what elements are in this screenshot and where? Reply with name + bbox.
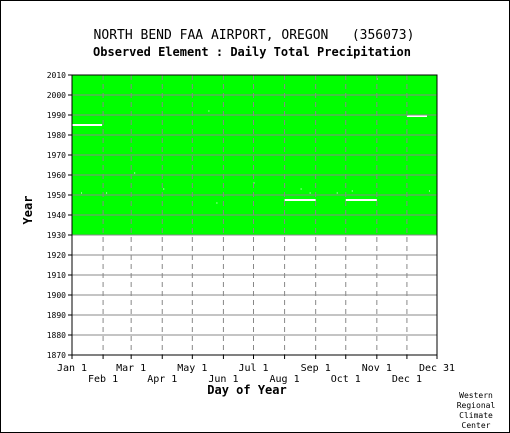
y-tick-label: 2010	[47, 71, 66, 80]
y-tick-label: 1930	[47, 231, 66, 240]
x-tick-label: Feb 1	[88, 374, 118, 385]
x-tick-label: Dec 31	[419, 363, 455, 374]
y-tick-label: 1940	[47, 211, 66, 220]
y-tick-label: 1950	[47, 191, 66, 200]
missing-day	[81, 192, 83, 194]
credit-line-1: Western	[459, 391, 493, 400]
missing-period	[345, 199, 377, 201]
y-axis-ticks: 1870 1880 1890 1900 1910 1920 1930 1940 1950 1960…	[47, 71, 72, 360]
missing-day	[134, 172, 136, 174]
x-tick-label: Apr 1	[147, 374, 177, 385]
missing-day	[208, 110, 210, 112]
y-tick-label: 1910	[47, 271, 66, 280]
missing-day	[300, 188, 302, 190]
y-tick-label: 1960	[47, 171, 66, 180]
y-tick-label: 1920	[47, 251, 66, 260]
missing-day	[336, 192, 338, 194]
chart-title: NORTH BEND FAA AIRPORT, OREGON (356073)	[94, 28, 415, 43]
credit-line-4: Center	[462, 421, 491, 430]
x-tick-label: Aug 1	[270, 374, 300, 385]
missing-day	[428, 190, 430, 192]
credit-line-2: Regional	[457, 401, 496, 410]
missing-period	[72, 124, 103, 126]
y-tick-label: 2000	[47, 91, 66, 100]
x-tick-label: Sep 1	[301, 363, 331, 374]
x-tick-label: May 1	[177, 363, 207, 374]
y-tick-label: 1980	[47, 131, 66, 140]
y-axis-label: Year	[21, 196, 35, 225]
x-tick-label: Oct 1	[331, 374, 361, 385]
x-tick-label: Nov 1	[362, 363, 392, 374]
x-tick-label: Jul 1	[238, 363, 268, 374]
x-axis-label: Day of Year	[207, 383, 286, 397]
credit-line-3: Climate	[459, 411, 493, 420]
missing-day	[163, 188, 165, 190]
y-tick-label: 1870	[47, 351, 66, 360]
missing-day	[106, 192, 108, 194]
x-axis-ticks: Jan 1 Mar 1 May 1 Jul 1 Sep 1 Nov 1 Dec 31 Feb …	[57, 355, 455, 385]
credit-block: Western Regional Climate Center	[457, 391, 496, 430]
x-tick-label: Jan 1	[57, 363, 87, 374]
grid-layer	[72, 75, 437, 355]
y-tick-label: 1880	[47, 331, 66, 340]
x-tick-label: Jun 1	[208, 374, 238, 385]
y-tick-label: 1970	[47, 151, 66, 160]
missing-day	[351, 190, 353, 192]
missing-period	[284, 199, 316, 201]
missing-day	[309, 192, 311, 194]
x-tick-label: Dec 1	[392, 374, 422, 385]
missing-day	[216, 202, 218, 204]
y-tick-label: 1990	[47, 111, 66, 120]
missing-period	[406, 115, 427, 117]
y-tick-label: 1890	[47, 311, 66, 320]
y-tick-label: 1900	[47, 291, 66, 300]
x-tick-label: Mar 1	[116, 363, 146, 374]
chart-subtitle: Observed Element : Daily Total Precipita…	[93, 45, 411, 59]
